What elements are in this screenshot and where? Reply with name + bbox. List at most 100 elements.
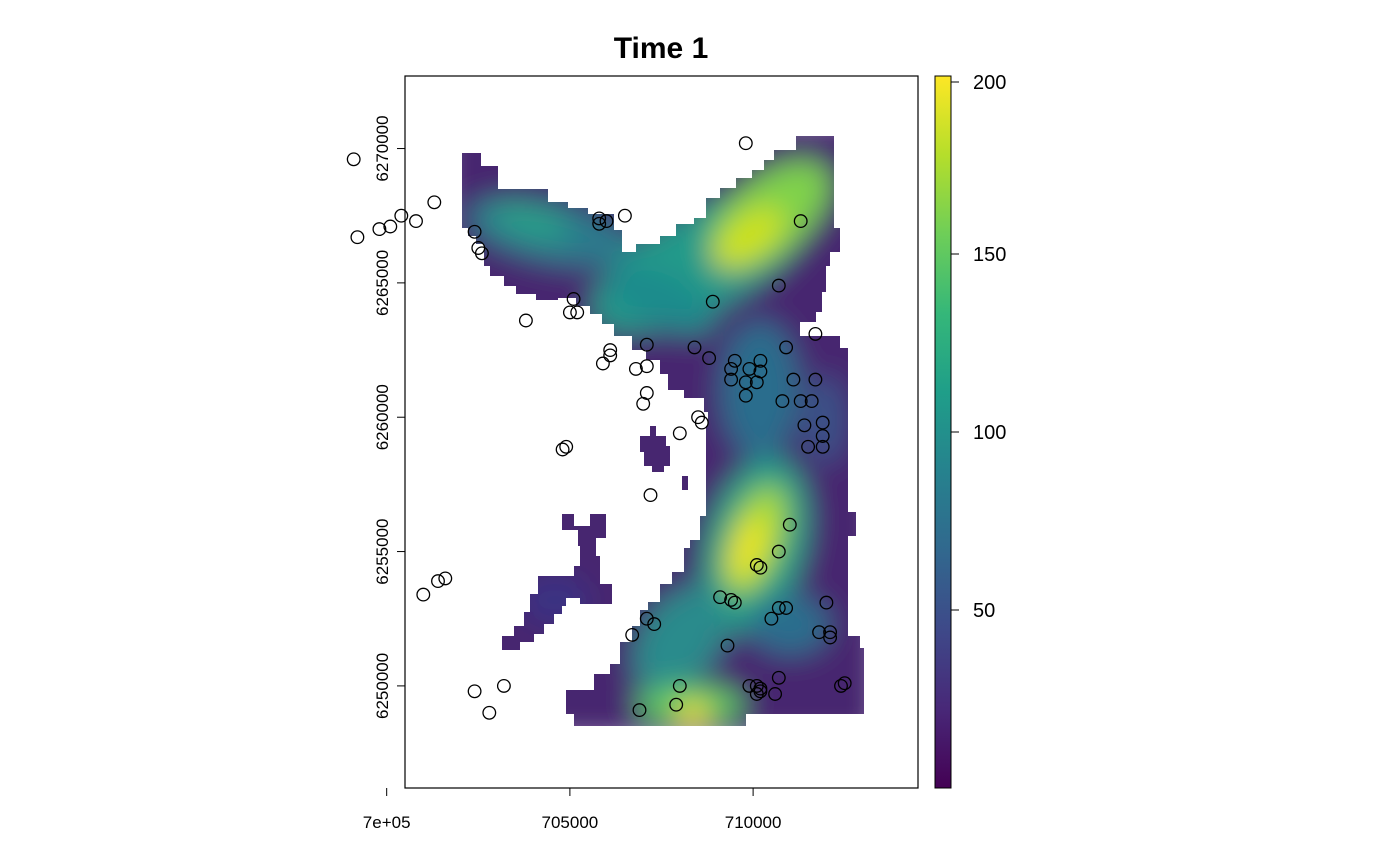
sample-point — [808, 326, 823, 341]
sample-point — [639, 359, 654, 374]
sample-point — [416, 587, 431, 602]
sample-point — [672, 426, 687, 441]
sample-point — [834, 678, 848, 693]
x-axis: 7e+05 705000 710000 — [363, 788, 782, 832]
sample-point — [742, 678, 757, 693]
raster-field-sw-arm — [632, 585, 728, 695]
sample-point — [617, 208, 632, 223]
sample-point — [823, 630, 838, 645]
sample-point — [702, 351, 717, 366]
sample-point — [372, 222, 387, 237]
sample-point — [738, 375, 753, 390]
sample-point — [768, 687, 783, 701]
sample-point — [713, 590, 728, 605]
sample-point — [727, 595, 742, 610]
sample-point — [738, 388, 753, 403]
sample-point — [779, 340, 794, 355]
colorbar-ramp — [934, 75, 952, 789]
sample-point — [394, 208, 409, 223]
sample-point — [592, 211, 607, 226]
y-tick-label: 6265000 — [373, 250, 392, 316]
sample-point — [562, 305, 577, 320]
sample-point — [636, 396, 651, 411]
sample-point — [628, 361, 643, 376]
sample-point — [518, 313, 533, 328]
sample-point — [793, 394, 808, 409]
raster-layer — [462, 136, 864, 726]
sample-point — [786, 372, 801, 387]
sample-point — [797, 418, 812, 433]
sample-point — [559, 439, 574, 454]
sample-point — [837, 676, 852, 691]
sample-point — [603, 348, 618, 363]
sample-point — [705, 294, 720, 309]
sample-point — [639, 337, 654, 352]
sample-point — [782, 517, 797, 532]
sample-point — [639, 611, 654, 626]
sample-point — [753, 353, 768, 368]
plot-frame — [404, 75, 919, 789]
sample-point — [482, 705, 497, 720]
sample-point — [694, 415, 709, 430]
sample-point — [467, 224, 482, 239]
y-tick-label: 6255000 — [373, 519, 392, 585]
sample-point — [779, 601, 794, 615]
sample-point — [474, 246, 489, 261]
sample-point — [383, 219, 398, 234]
sample-point — [753, 681, 768, 696]
sample-point — [643, 488, 658, 503]
sample-point — [801, 439, 816, 454]
sample-point — [724, 372, 739, 387]
raster-field-se — [750, 595, 830, 655]
sample-point — [350, 230, 365, 245]
x-tick-label: 710000 — [725, 813, 782, 832]
y-axis: 6250000 6255000 6260000 6265000 6270000 — [373, 115, 405, 719]
chart-title: Time 1 — [614, 32, 709, 65]
sample-point — [771, 670, 786, 685]
sample-point — [742, 361, 757, 376]
y-tick-label: 6270000 — [373, 115, 392, 181]
sample-point — [346, 152, 361, 167]
sample-point — [771, 544, 786, 559]
sample-point — [431, 574, 445, 589]
sample-point — [687, 340, 702, 355]
raster-field-south-peak — [730, 515, 766, 581]
x-tick-label: 705000 — [542, 813, 599, 832]
raster-field-east — [805, 375, 845, 465]
colorbar-tick-label: 100 — [973, 422, 1006, 444]
sample-point — [749, 558, 764, 572]
sample-point — [727, 353, 742, 368]
sample-point — [566, 292, 581, 306]
raster-field-center — [720, 320, 800, 460]
sample-point — [753, 560, 768, 575]
sample-point — [647, 617, 662, 632]
sample-point — [823, 625, 838, 640]
sample-point — [669, 697, 684, 712]
sample-point — [775, 394, 790, 409]
sample-point — [738, 136, 753, 151]
sample-point — [793, 214, 808, 229]
sample-point — [808, 372, 823, 387]
colorbar: 50 100 150 200 — [934, 72, 1006, 789]
sample-point — [672, 678, 687, 693]
sample-point — [427, 195, 442, 210]
y-tick-label: 6250000 — [373, 653, 392, 719]
sample-point — [595, 356, 610, 371]
sample-point — [815, 415, 830, 430]
sample-point — [592, 216, 607, 231]
sample-point — [467, 684, 482, 699]
sample-points — [346, 136, 852, 720]
sample-point — [815, 429, 830, 443]
sample-point — [819, 595, 834, 610]
sample-point — [599, 214, 614, 229]
raster-field-center-west — [604, 265, 716, 335]
sample-point — [409, 214, 423, 229]
raster-field-north-peak — [712, 206, 784, 270]
sample-point — [815, 439, 830, 454]
sample-point — [749, 375, 764, 390]
x-tick-label: 7e+05 — [363, 813, 411, 832]
sample-point — [812, 625, 827, 640]
sample-point — [625, 627, 640, 642]
sample-point — [720, 638, 735, 653]
